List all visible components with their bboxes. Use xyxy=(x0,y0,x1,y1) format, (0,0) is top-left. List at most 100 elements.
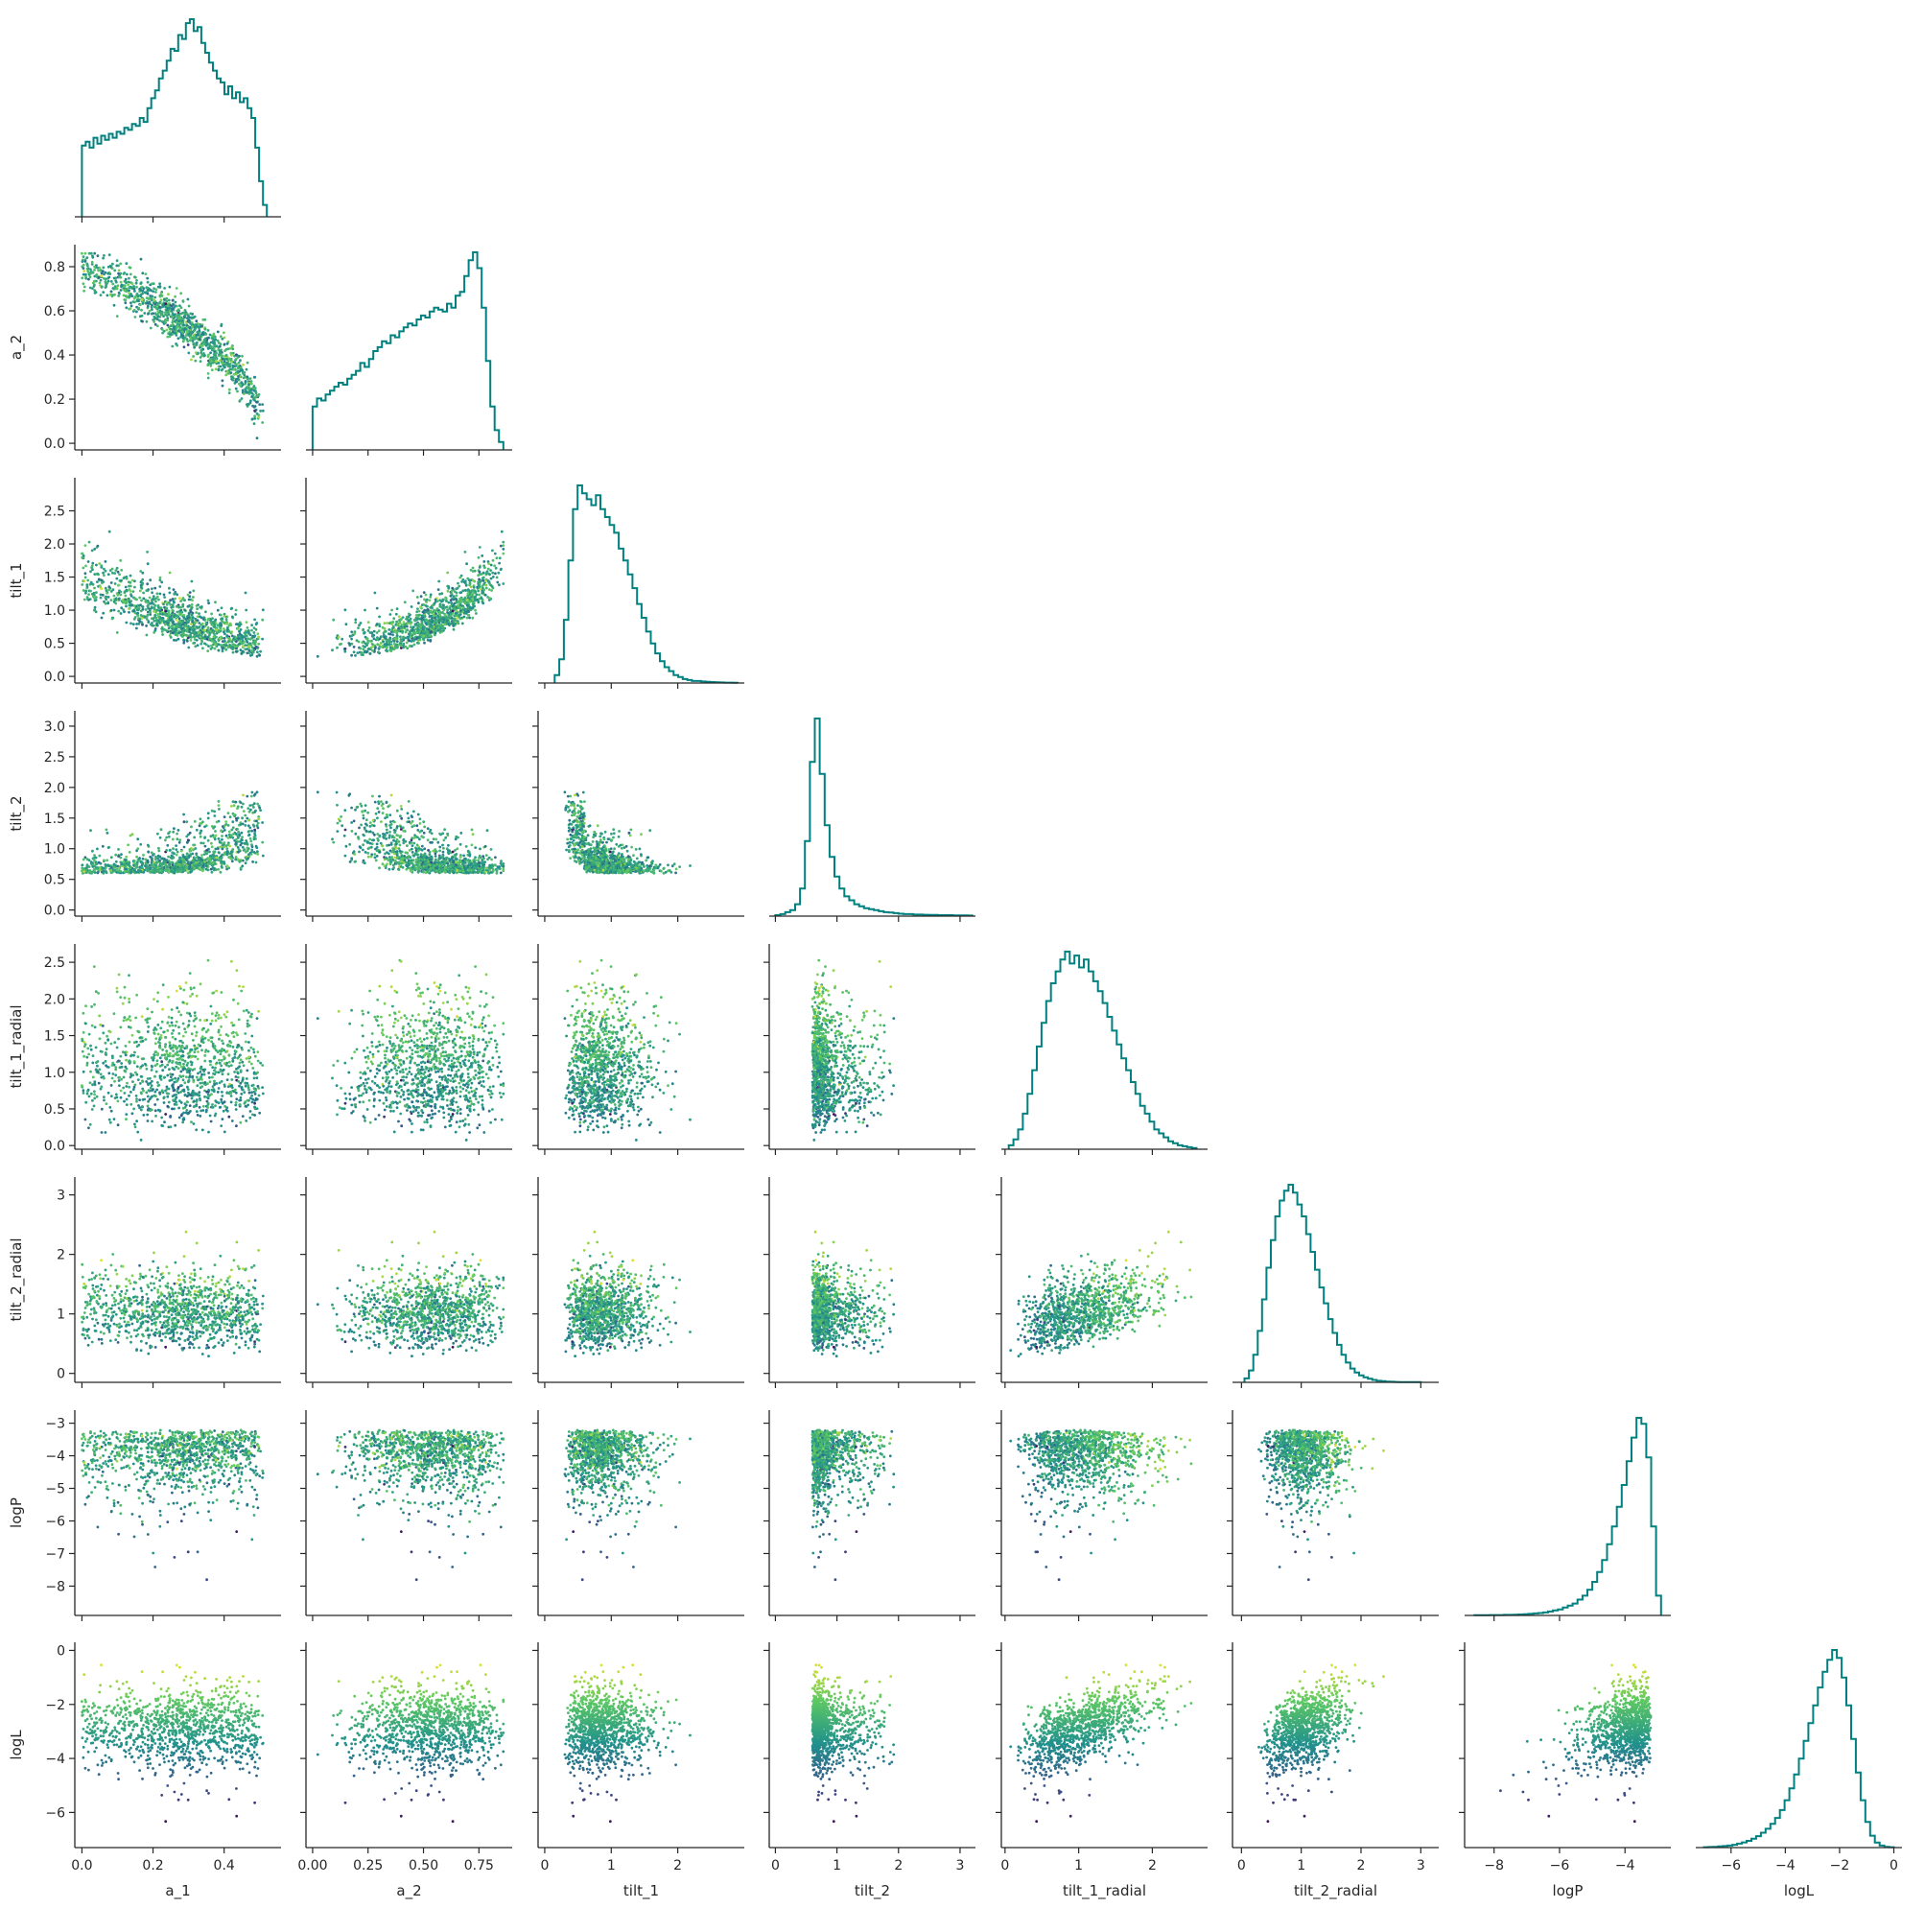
scatter-point xyxy=(186,640,189,643)
scatter-point xyxy=(194,645,197,648)
scatter-point xyxy=(472,570,475,573)
scatter-point xyxy=(107,573,110,576)
scatter-point xyxy=(406,628,409,631)
scatter-point xyxy=(146,551,149,554)
scatter-point xyxy=(86,858,89,860)
scatter-point xyxy=(245,381,247,384)
scatter-point xyxy=(149,611,152,614)
scatter-point xyxy=(129,301,132,304)
scatter-point xyxy=(176,861,178,864)
scatter-point xyxy=(491,550,494,553)
scatter-point xyxy=(412,842,415,845)
y-tick-label: 0.5 xyxy=(44,637,65,652)
scatter-point xyxy=(359,648,362,650)
scatter-point xyxy=(172,308,175,311)
scatter-point xyxy=(247,390,250,393)
scatter-point xyxy=(367,856,370,859)
scatter-point xyxy=(369,631,372,634)
scatter-point xyxy=(219,352,222,355)
scatter-point xyxy=(468,617,471,620)
scatter-point xyxy=(258,403,261,406)
scatter-point xyxy=(151,591,153,594)
scatter-points xyxy=(81,530,265,658)
scatter-point xyxy=(469,581,472,584)
scatter-point xyxy=(377,651,380,654)
scatter-point xyxy=(408,817,411,820)
scatter-point xyxy=(120,606,123,609)
scatter-point xyxy=(196,607,199,610)
scatter-point xyxy=(487,562,490,565)
scatter-point xyxy=(220,324,223,327)
scatter-point xyxy=(252,806,255,809)
scatter-point xyxy=(147,867,150,870)
scatter-point xyxy=(489,569,492,572)
scatter-point xyxy=(166,315,169,318)
scatter-point xyxy=(368,626,371,629)
scatter-point xyxy=(99,282,102,285)
scatter-point xyxy=(91,550,94,553)
scatter-point xyxy=(235,819,238,822)
scatter-point xyxy=(238,848,241,851)
scatter-points xyxy=(317,530,505,658)
scatter-point xyxy=(211,647,214,649)
scatter-point xyxy=(113,277,116,280)
scatter-point xyxy=(177,829,180,832)
scatter-point xyxy=(199,615,201,618)
scatter-point xyxy=(502,553,505,555)
scatter-point xyxy=(141,271,144,274)
scatter-point xyxy=(133,860,136,862)
scatter-point xyxy=(179,292,182,295)
scatter-point xyxy=(246,648,248,650)
scatter-point xyxy=(223,829,226,832)
scatter-point xyxy=(112,287,115,290)
scatter-point xyxy=(458,577,461,579)
scatter-point xyxy=(491,572,494,575)
scatter-point xyxy=(194,844,197,847)
scatter-point xyxy=(218,342,221,344)
scatter-point xyxy=(229,352,232,355)
scatter-point xyxy=(350,821,353,824)
scatter-point xyxy=(452,610,455,613)
scatter-point xyxy=(213,635,216,638)
scatter-point xyxy=(120,281,123,284)
scatter-point xyxy=(181,859,184,861)
scatter-point xyxy=(167,293,170,295)
scatter-point xyxy=(153,320,155,323)
scatter-point xyxy=(430,624,433,626)
scatter-point xyxy=(460,580,463,583)
scatter-point xyxy=(113,863,116,866)
scatter-point xyxy=(178,623,181,625)
scatter-point xyxy=(479,571,481,574)
scatter-point xyxy=(183,846,186,849)
scatter-point xyxy=(469,592,472,595)
scatter-point xyxy=(363,632,365,635)
scatter-point xyxy=(371,649,374,652)
scatter-point xyxy=(151,617,153,620)
scatter-point xyxy=(156,624,159,627)
scatter-point xyxy=(426,609,429,612)
scatter-point xyxy=(219,345,222,348)
scatter-point xyxy=(112,588,115,591)
scatter-point xyxy=(238,362,241,365)
scatter-point xyxy=(348,843,351,846)
scatter-point xyxy=(163,620,166,623)
scatter-point xyxy=(118,870,121,873)
scatter-point xyxy=(188,628,191,631)
scatter-point xyxy=(153,610,155,613)
scatter-point xyxy=(120,862,123,865)
scatter-point xyxy=(144,864,147,867)
scatter-point xyxy=(358,827,361,830)
scatter-point xyxy=(189,634,192,637)
scatter-point xyxy=(156,310,159,313)
scatter-point xyxy=(463,612,466,615)
scatter-point xyxy=(239,860,242,863)
scatter-point xyxy=(105,867,107,870)
scatter-point xyxy=(364,636,367,639)
scatter-point xyxy=(199,338,201,341)
scatter-point xyxy=(396,624,399,627)
scatter-point xyxy=(247,383,250,386)
scatter-point xyxy=(472,601,475,603)
scatter-point xyxy=(450,601,453,604)
scatter-point xyxy=(96,273,99,276)
scatter-point xyxy=(262,410,265,412)
